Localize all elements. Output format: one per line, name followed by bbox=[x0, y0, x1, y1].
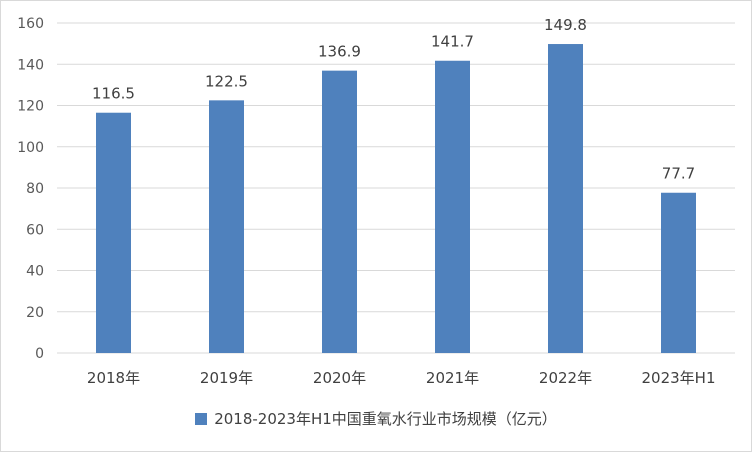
y-tick-label: 40 bbox=[26, 264, 44, 280]
bar bbox=[435, 60, 470, 354]
x-tick-label: 2018年 bbox=[87, 369, 140, 387]
gridlines bbox=[57, 22, 735, 354]
x-axis-categories: 2018年 2019年 2020年 2021年 2022年 2023年H1 bbox=[87, 369, 716, 387]
data-label: 116.5 bbox=[92, 85, 135, 103]
data-labels: 116.5 122.5 136.9 141.7 149.8 77.7 bbox=[92, 16, 695, 183]
y-tick-label: 80 bbox=[26, 181, 44, 197]
x-tick-label: 2021年 bbox=[426, 369, 479, 387]
bar bbox=[548, 44, 583, 353]
x-tick-label: 2020年 bbox=[313, 369, 366, 387]
x-tick-label: 2022年 bbox=[539, 369, 592, 387]
legend-label: 2018-2023年H1中国重氧水行业市场规模（亿元） bbox=[214, 410, 557, 428]
legend: 2018-2023年H1中国重氧水行业市场规模（亿元） bbox=[0, 408, 752, 429]
x-tick-label: 2023年H1 bbox=[642, 369, 716, 387]
bar bbox=[322, 70, 357, 354]
data-label: 77.7 bbox=[662, 165, 695, 183]
data-label: 136.9 bbox=[318, 43, 361, 61]
y-axis-ticks: 0 20 40 60 80 100 120 140 160 bbox=[17, 16, 44, 362]
data-label: 141.7 bbox=[431, 33, 474, 51]
y-tick-label: 100 bbox=[17, 140, 44, 156]
y-tick-label: 0 bbox=[35, 346, 44, 362]
data-label: 149.8 bbox=[544, 16, 587, 34]
bar bbox=[209, 100, 244, 353]
y-tick-label: 120 bbox=[17, 99, 44, 115]
y-tick-label: 140 bbox=[17, 57, 44, 73]
y-tick-label: 160 bbox=[17, 16, 44, 32]
y-tick-label: 20 bbox=[26, 305, 44, 321]
x-tick-label: 2019年 bbox=[200, 369, 253, 387]
bar bbox=[661, 192, 696, 353]
bar bbox=[96, 112, 131, 353]
bars bbox=[96, 44, 696, 354]
legend-swatch bbox=[195, 412, 208, 425]
y-tick-label: 60 bbox=[26, 222, 44, 238]
data-label: 122.5 bbox=[205, 72, 248, 90]
